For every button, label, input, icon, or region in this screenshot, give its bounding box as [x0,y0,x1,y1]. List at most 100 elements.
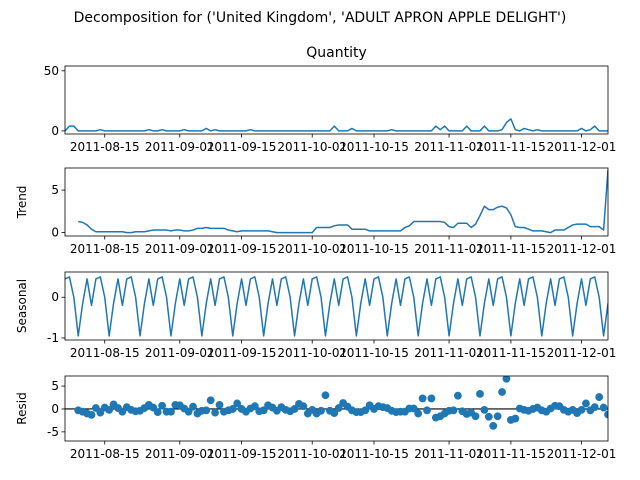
y-tick-label: 5 [51,379,59,393]
plot-area [65,376,625,441]
resid-point [471,412,480,421]
y-axis-label: Resid [15,392,29,424]
plot-area [78,169,608,234]
resid-point [259,406,268,415]
x-tick-label: 2011-08-15 [70,242,140,256]
x-tick-label: 2011-10-01 [277,447,347,461]
x-tick-label: 2011-11-15 [476,140,546,154]
x-tick-label: 2011-09-15 [207,346,277,360]
resid-point [577,405,586,414]
y-tick-label: 0 [51,124,59,138]
x-tick-label: 2011-11-01 [414,346,484,360]
resid-point [233,399,242,408]
x-tick-label: 2011-10-01 [277,242,347,256]
resid-point [617,433,625,441]
y-axis-label: Seasonal [15,279,29,333]
x-tick-label: 2011-10-01 [277,140,347,154]
resid-point [476,389,484,398]
x-tick-label: 2011-11-01 [414,140,484,154]
x-tick-label: 2011-09-01 [145,346,215,360]
series-line [65,276,608,337]
x-tick-label: 2011-09-01 [145,447,215,461]
resid-point [590,403,599,412]
x-tick-label: 2011-09-15 [207,242,277,256]
figure-title: Decomposition for ('United Kingdom', 'AD… [74,10,567,26]
resid-point [189,402,197,411]
resid-point [409,404,418,413]
x-tick-label: 2011-10-15 [339,447,409,461]
resid-point [609,411,617,419]
resid-point [418,394,427,403]
x-tick-label: 2011-12-01 [547,346,617,360]
x-tick-label: 2011-12-01 [547,140,617,154]
resid-point [502,376,511,383]
resid-point [184,407,193,416]
resid-point [317,406,325,415]
x-tick-label: 2011-11-01 [414,447,484,461]
panel-title: Quantity [306,45,367,61]
resid-point [206,396,215,405]
x-tick-label: 2011-09-01 [145,140,215,154]
resid-point [454,391,462,400]
y-tick-label: 0 [51,290,59,304]
resid-point [215,400,224,409]
resid-point [489,421,498,430]
resid-point [321,391,330,400]
resid-point [299,402,308,411]
resid-point [613,406,621,414]
y-axis-label: Trend [15,186,29,220]
resid-point [414,409,423,418]
resid-point [96,408,105,417]
y-tick-label: 5 [51,183,59,197]
x-tick-label: 2011-11-15 [476,242,546,256]
resid-point [484,412,493,421]
x-tick-label: 2011-11-15 [476,346,546,360]
axes-frame [64,167,609,237]
resid-point [330,409,339,417]
resid-point [211,408,220,417]
resid-point [498,388,506,396]
resid-point [493,412,502,421]
x-tick-label: 2011-08-15 [70,346,140,360]
y-tick-label: 0 [51,226,59,240]
axes-frame [64,65,609,135]
resid-point [250,402,259,411]
x-tick-label: 2011-08-15 [70,447,140,461]
axes-frame [64,271,609,341]
resid-point [423,406,431,415]
y-tick-label: -5 [47,425,59,439]
resid-point [582,399,590,408]
resid-point [334,404,343,412]
y-tick-label: -1 [47,331,59,345]
resid-point [158,401,167,410]
resid-point [290,405,299,413]
x-tick-label: 2011-08-15 [70,140,140,154]
resid-point [105,405,114,414]
resid-point [202,406,211,415]
x-tick-label: 2011-10-15 [339,242,409,256]
resid-point [595,393,604,401]
resid-point [153,408,162,417]
resid-point [361,406,370,415]
resid-point [511,414,520,423]
resid-point [167,407,175,416]
x-tick-label: 2011-12-01 [547,242,617,256]
x-tick-label: 2011-10-01 [277,346,347,360]
axes-frame [64,375,609,442]
plot-area [65,276,608,337]
series-line [78,169,608,234]
resid-point [480,405,489,414]
resid-point [449,406,458,415]
resid-point [599,403,608,412]
x-tick-label: 2011-11-01 [414,242,484,256]
resid-point [604,410,608,419]
resid-point [87,411,96,419]
x-tick-label: 2011-10-15 [339,346,409,360]
series-line [65,118,608,132]
x-tick-label: 2011-09-15 [207,140,277,154]
